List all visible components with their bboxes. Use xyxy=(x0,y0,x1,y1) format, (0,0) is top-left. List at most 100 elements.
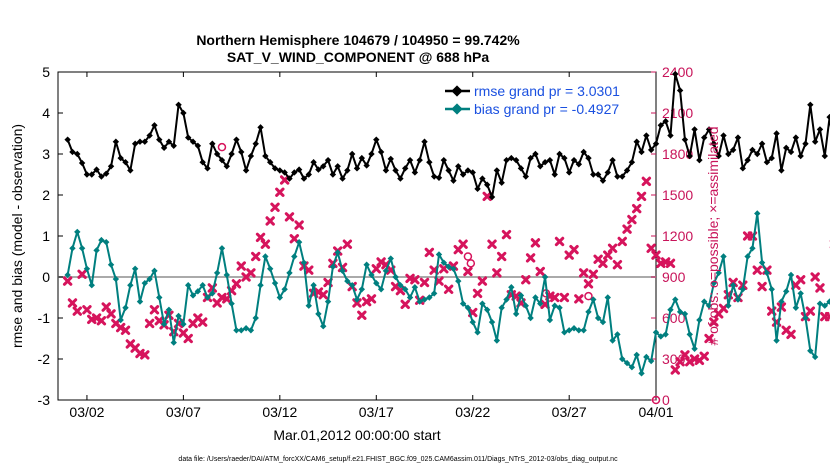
bias-marker xyxy=(778,298,785,305)
bias-marker xyxy=(787,271,795,279)
obs-assimilated-marker xyxy=(521,275,531,285)
rmse-marker xyxy=(189,138,197,145)
y-right-tick-label: 1200 xyxy=(662,228,693,244)
obs-assimilated-marker xyxy=(622,224,632,234)
bias-marker xyxy=(209,290,216,297)
obs-assimilated-marker xyxy=(294,220,304,230)
bias-marker xyxy=(242,325,250,332)
obs-assimilated-marker xyxy=(680,350,690,360)
obs-assimilated-marker xyxy=(318,290,328,300)
obs-assimilated-marker xyxy=(463,266,473,277)
rmse-marker xyxy=(503,156,510,164)
bias-marker xyxy=(749,245,756,252)
bias-marker xyxy=(681,310,689,318)
obs-assimilated-marker xyxy=(101,302,111,312)
bias-marker xyxy=(508,284,515,291)
chart-title-line-1: Northern Hemisphere 104679 / 104950 = 99… xyxy=(196,32,520,48)
obs-assimilated-marker xyxy=(395,285,406,296)
bias-marker xyxy=(440,259,448,266)
bias-marker xyxy=(450,265,457,272)
y-tick-label: 5 xyxy=(42,64,50,80)
rmse-marker xyxy=(69,148,76,156)
bias-marker xyxy=(300,259,308,266)
obs-assimilated-marker xyxy=(612,260,623,270)
rmse-marker xyxy=(681,136,689,143)
rmse-marker xyxy=(348,150,356,158)
obs-assimilated-marker xyxy=(270,202,280,212)
rmse-marker xyxy=(667,132,674,139)
rmse-marker xyxy=(238,148,245,156)
bias-marker xyxy=(512,310,520,318)
obs-assimilated-marker xyxy=(757,281,767,292)
legend: rmse grand pr = 3.0301 bias grand pr = -… xyxy=(445,83,620,117)
bias-marker xyxy=(667,306,674,313)
rmse-marker xyxy=(705,126,713,133)
bias-marker xyxy=(783,288,790,295)
bias-marker xyxy=(93,247,100,254)
y-tick-label: 1 xyxy=(42,228,50,244)
bias-marker xyxy=(271,279,279,287)
rmse-marker xyxy=(647,146,655,154)
bias-marker xyxy=(411,284,419,291)
rmse-marker xyxy=(623,167,631,174)
bias-marker xyxy=(430,290,438,297)
bias-marker xyxy=(368,271,375,279)
bias-marker xyxy=(291,253,298,260)
obs-assimilated-marker xyxy=(665,258,676,269)
bias-marker xyxy=(131,265,139,272)
rmse-marker xyxy=(392,167,399,174)
obs-assimilated-marker xyxy=(67,298,78,308)
bias-marker xyxy=(517,292,525,299)
rmse-marker xyxy=(551,171,558,178)
obs-possible-marker xyxy=(466,259,476,268)
rmse-marker xyxy=(112,138,120,145)
obs-assimilated-marker xyxy=(149,305,160,315)
obs-assimilated-marker xyxy=(501,229,512,240)
bias-marker xyxy=(281,286,288,293)
rmse-marker xyxy=(696,156,703,164)
bias-marker xyxy=(561,329,568,336)
bias-marker xyxy=(527,314,534,322)
obs-assimilated-marker xyxy=(598,258,608,269)
rmse-marker xyxy=(633,138,640,145)
bias-marker xyxy=(151,267,158,275)
data-file-footer: data file: /Users/raeder/DAI/ATM_forcXX/… xyxy=(178,456,618,463)
rmse-marker xyxy=(358,154,366,162)
rmse-marker xyxy=(344,167,351,174)
bias-marker xyxy=(310,282,317,289)
rmse-marker xyxy=(604,169,611,176)
bias-marker xyxy=(725,302,732,309)
rmse-marker xyxy=(175,101,182,108)
x-tick-label: 03/27 xyxy=(552,404,587,420)
rmse-marker xyxy=(575,161,583,168)
obs-assimilated-marker xyxy=(670,365,680,375)
rmse-marker xyxy=(594,171,602,178)
rmse-marker xyxy=(228,150,235,158)
rmse-marker xyxy=(768,154,775,162)
obs-assimilated-marker xyxy=(535,266,545,277)
rmse-marker xyxy=(662,118,669,125)
obs-assimilated-marker xyxy=(554,236,565,247)
rmse-marker xyxy=(710,140,718,147)
obs-assimilated-marker xyxy=(617,236,627,247)
obs-assimilated-marker xyxy=(786,329,796,340)
rmse-marker xyxy=(676,87,684,94)
rmse-marker xyxy=(78,159,86,167)
bias-marker xyxy=(590,296,597,303)
rmse-marker xyxy=(88,171,95,178)
obs-assimilated-marker xyxy=(62,276,73,286)
obs-assimilated-marker xyxy=(424,247,435,258)
rmse-marker xyxy=(532,150,539,158)
bias-marker xyxy=(334,249,341,256)
rmse-marker xyxy=(643,132,650,139)
obs-assimilated-marker xyxy=(641,176,652,187)
rmse-marker xyxy=(122,159,129,166)
bias-marker xyxy=(643,353,650,361)
bias-marker xyxy=(686,331,693,338)
y-right-tick-label: 0 xyxy=(662,392,670,408)
obs-possible-marker xyxy=(463,252,473,261)
bias-marker xyxy=(811,353,819,361)
rmse-marker xyxy=(324,156,332,164)
rmse-marker xyxy=(585,154,592,162)
rmse-marker xyxy=(64,136,71,143)
